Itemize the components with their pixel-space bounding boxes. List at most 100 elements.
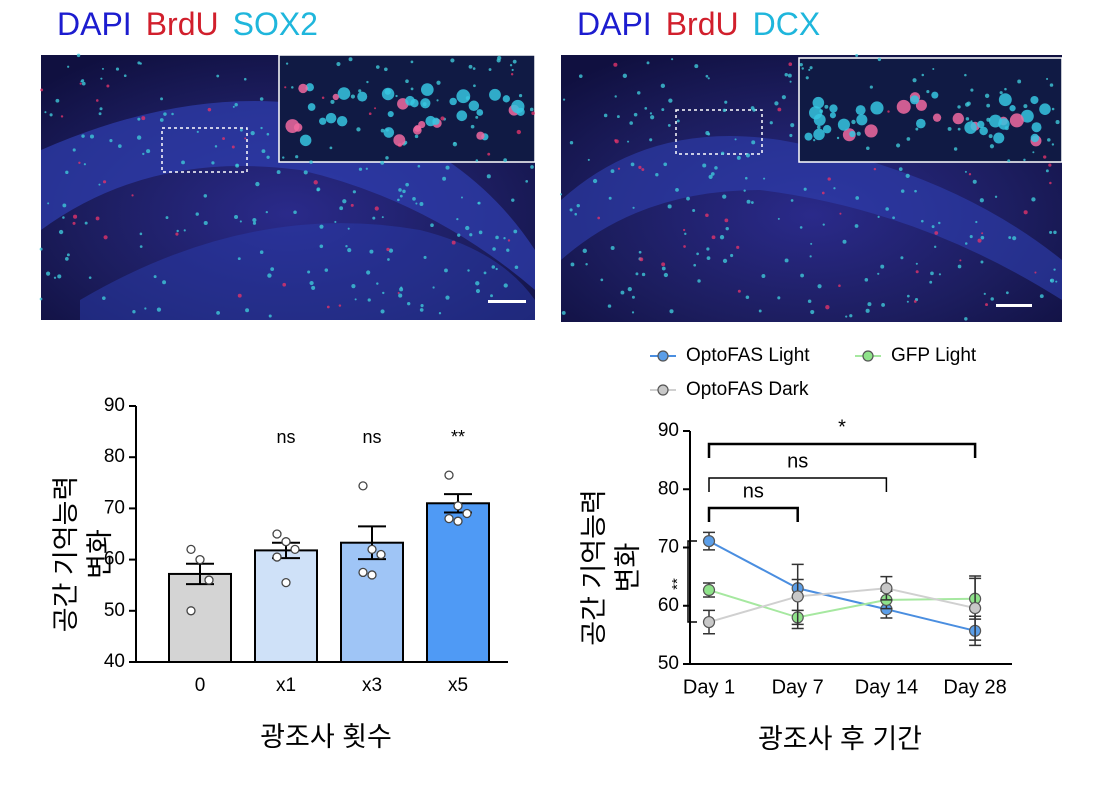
cell	[84, 221, 88, 225]
cell	[930, 271, 934, 276]
cell	[146, 149, 151, 154]
cell	[614, 95, 617, 98]
cell	[724, 100, 728, 104]
cell	[375, 65, 380, 69]
cell	[436, 99, 439, 102]
cell	[964, 170, 967, 173]
cell	[514, 265, 519, 270]
cell	[518, 94, 523, 98]
cell	[106, 84, 110, 88]
cell	[76, 53, 81, 58]
cell	[356, 127, 361, 132]
cell	[139, 245, 143, 248]
cell	[877, 57, 882, 62]
cell	[957, 105, 961, 109]
cell	[291, 86, 294, 89]
cell	[610, 169, 615, 174]
cell	[725, 226, 729, 231]
cell	[592, 178, 598, 184]
y-tick-label: 80	[658, 478, 679, 499]
cell	[745, 295, 750, 299]
significance: **	[451, 427, 465, 447]
cell	[436, 80, 441, 85]
cell	[99, 107, 103, 111]
cell	[710, 172, 715, 176]
cell	[195, 212, 199, 216]
cell	[787, 73, 792, 78]
cell	[746, 199, 751, 204]
cell	[912, 78, 917, 83]
cell	[1048, 163, 1052, 167]
inset-cell	[1009, 105, 1016, 112]
cell	[561, 310, 566, 315]
cell	[95, 216, 100, 221]
y-tick-label: 90	[104, 395, 125, 416]
cell	[854, 224, 859, 228]
cell	[507, 239, 511, 242]
x-tick-label: x5	[448, 675, 468, 696]
cell	[388, 248, 394, 253]
cell	[864, 278, 869, 282]
cell	[824, 104, 829, 109]
bracket	[707, 442, 977, 458]
cell	[865, 308, 870, 313]
cell	[118, 144, 122, 148]
cell	[176, 229, 179, 233]
cell	[1053, 268, 1056, 271]
inset-cell	[931, 91, 939, 99]
cell	[969, 235, 973, 239]
cell	[808, 68, 811, 72]
cell	[915, 270, 919, 274]
panel-label: DAPI BrdU DCX	[577, 6, 820, 42]
stain-label: BrdU	[146, 6, 219, 42]
cell	[142, 152, 145, 156]
cell	[646, 61, 650, 65]
stain-label: DAPI	[57, 6, 132, 42]
cell	[608, 196, 612, 200]
cell	[965, 102, 970, 107]
cell	[887, 110, 890, 113]
cell	[345, 245, 348, 248]
inset-cell	[516, 107, 525, 116]
cell	[313, 180, 318, 185]
y-tick-label: 50	[658, 653, 679, 674]
cell	[399, 194, 403, 198]
cell	[460, 196, 463, 199]
cell	[402, 189, 406, 194]
cell	[708, 174, 713, 180]
cell	[649, 138, 653, 142]
cell	[881, 303, 885, 307]
cell	[72, 221, 76, 225]
data-point	[272, 552, 282, 562]
cell	[790, 199, 794, 202]
cell	[267, 273, 272, 278]
cell	[376, 282, 379, 285]
cell	[562, 98, 566, 101]
inset-cell	[829, 112, 836, 119]
inset-cell	[1030, 133, 1040, 143]
cell	[885, 207, 889, 211]
cell	[338, 304, 342, 307]
cell	[352, 190, 356, 194]
cell	[511, 198, 515, 202]
inset-cell	[812, 96, 825, 109]
cell	[873, 167, 877, 171]
x-tick-label: Day 28	[943, 676, 1006, 698]
cell	[1039, 294, 1044, 299]
cell	[139, 232, 143, 236]
marker	[702, 583, 716, 597]
cell	[719, 235, 725, 240]
marker	[791, 590, 804, 603]
cell	[774, 101, 779, 106]
cell	[968, 173, 972, 176]
cell	[809, 255, 812, 258]
cell	[445, 295, 450, 300]
cell	[475, 281, 480, 286]
inset-cell	[870, 101, 884, 115]
cell	[231, 145, 235, 149]
cell	[384, 67, 388, 72]
cell	[348, 57, 353, 62]
data-point	[453, 516, 463, 526]
y-tick-label: 70	[104, 497, 125, 518]
cell	[1034, 271, 1037, 274]
